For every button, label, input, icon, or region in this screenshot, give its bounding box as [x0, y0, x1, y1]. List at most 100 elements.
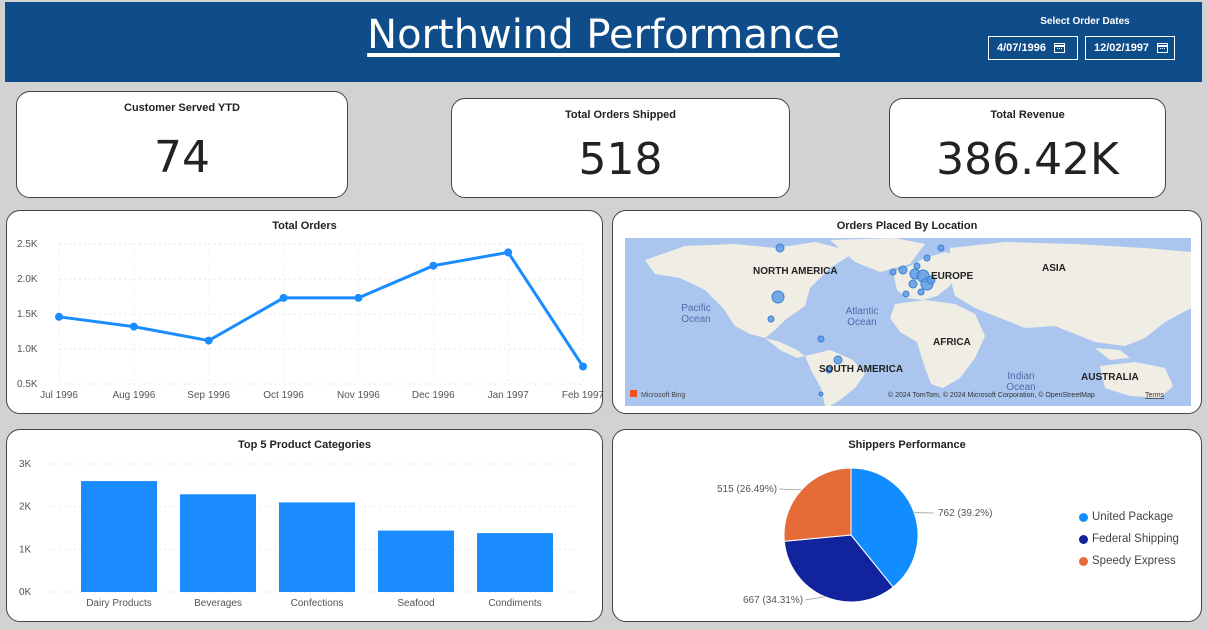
pie-data-label: 667 (34.31%): [743, 595, 803, 606]
map-terms-link[interactable]: Terms: [1145, 392, 1165, 399]
x-tick-label: Dairy Products: [86, 598, 152, 609]
map-label-south-america: SOUTH AMERICA: [819, 364, 903, 375]
map-bubble[interactable]: [908, 279, 918, 289]
line-point[interactable]: [429, 261, 438, 270]
pie-slice[interactable]: [783, 467, 852, 542]
map-bubble[interactable]: [923, 254, 931, 262]
world-map[interactable]: NORTH AMERICA EUROPE ASIA AFRICA SOUTH A…: [625, 238, 1191, 406]
y-tick-label: 1K: [19, 544, 32, 555]
x-tick-label: Seafood: [397, 598, 434, 609]
line-point[interactable]: [279, 293, 288, 302]
category-bar[interactable]: [477, 533, 553, 592]
y-tick-label: 2.5K: [17, 239, 38, 250]
y-tick-label: 3K: [19, 459, 32, 470]
legend-color-dot: [1079, 556, 1088, 566]
line-point[interactable]: [129, 322, 138, 331]
order-bubbles[interactable]: [767, 243, 945, 397]
land-indonesia: [1095, 348, 1130, 360]
product-categories-panel[interactable]: Top 5 Product Categories 0K 1K 2K 3K Dairy P…: [6, 429, 603, 622]
legend-item[interactable]: Speedy Express: [1079, 550, 1179, 572]
legend-label: Speedy Express: [1092, 555, 1176, 567]
date-filter-caption: Select Order Dates: [1040, 16, 1130, 27]
map-label-asia: ASIA: [1042, 263, 1066, 274]
land-africa: [890, 300, 985, 388]
category-bar[interactable]: [81, 481, 157, 592]
product-categories-chart[interactable]: 0K 1K 2K 3K Dairy Products Beverages Confectio…: [7, 430, 604, 623]
line-point[interactable]: [204, 336, 213, 345]
map-bubble[interactable]: [926, 275, 936, 285]
x-tick-label: Aug 1996: [112, 390, 155, 401]
map-bubble[interactable]: [825, 366, 833, 374]
total-orders-panel[interactable]: Total Orders 0.5K 1.0K 1.5K 2.0K 2.5K Jul 199…: [6, 210, 604, 415]
pie-slice[interactable]: [850, 467, 919, 588]
map-bubble[interactable]: [818, 391, 824, 397]
kpi-card-revenue[interactable]: Total Revenue 386.42K: [889, 98, 1166, 198]
y-tick-label: 2K: [19, 502, 32, 513]
map-bubble[interactable]: [767, 315, 775, 323]
kpi-value: 74: [154, 132, 210, 183]
map-label-europe: EUROPE: [931, 271, 974, 282]
x-tick-label: Beverages: [194, 598, 242, 609]
total-orders-chart[interactable]: 0.5K 1.0K 1.5K 2.0K 2.5K Jul 1996 Aug 1996 Sep …: [7, 211, 604, 415]
legend-item[interactable]: United Package: [1079, 506, 1179, 528]
x-tick-label: Jul 1996: [40, 390, 78, 401]
total-orders-line[interactable]: [58, 250, 585, 368]
chart-title: Shippers Performance: [848, 439, 966, 451]
map-bubble[interactable]: [937, 244, 945, 252]
calendar-icon[interactable]: [1157, 43, 1169, 53]
map-bubble[interactable]: [917, 288, 925, 296]
kpi-value: 386.42K: [936, 134, 1119, 185]
shippers-legend: United Package Federal Shipping Speedy Exp…: [1079, 506, 1179, 572]
legend-label: Federal Shipping: [1092, 533, 1179, 545]
end-date-picker[interactable]: 12/02/1997: [1085, 36, 1175, 60]
land-greenland: [830, 238, 925, 272]
land-central-america: [765, 338, 805, 358]
category-bar[interactable]: [378, 530, 454, 592]
x-tick-label: Confections: [291, 598, 344, 609]
legend-color-dot: [1079, 534, 1088, 544]
map-bubble[interactable]: [817, 335, 825, 343]
x-tick-label: Feb 1997: [562, 390, 604, 401]
kpi-card-orders[interactable]: Total Orders Shipped 518: [451, 98, 790, 198]
calendar-icon[interactable]: [1053, 43, 1065, 53]
line-point[interactable]: [579, 362, 587, 371]
location-map-panel[interactable]: Orders Placed By Location: [612, 210, 1202, 414]
map-label-atlantic: Atlantic Ocean: [846, 306, 879, 328]
map-bubble[interactable]: [913, 262, 921, 270]
map-copyright: © 2024 TomTom, © 2024 Microsoft Corporat…: [888, 391, 1095, 399]
pie-data-label: 515 (26.49%): [717, 484, 777, 495]
land-australia: [1100, 362, 1173, 398]
category-bar[interactable]: [279, 502, 355, 592]
line-point[interactable]: [504, 248, 513, 257]
line-point[interactable]: [354, 293, 363, 302]
category-bar[interactable]: [180, 494, 256, 592]
dashboard-header: Northwind Performance Select Order Dates…: [5, 2, 1202, 82]
legend-color-dot: [1079, 512, 1088, 522]
shippers-panel[interactable]: Shippers Performance 762 (39.2%) 667 (34.…: [612, 429, 1202, 622]
y-tick-label: 0K: [19, 587, 32, 598]
kpi-label: Total Orders Shipped: [564, 109, 677, 121]
map-bubble[interactable]: [775, 243, 785, 253]
shippers-pie-chart[interactable]: 762 (39.2%) 667 (34.31%) 515 (26.49%): [613, 430, 1073, 623]
map-bubble[interactable]: [771, 290, 785, 304]
kpi-card-customers[interactable]: Customer Served YTD 74: [16, 91, 348, 198]
legend-item[interactable]: Federal Shipping: [1079, 528, 1179, 550]
kpi-label: Total Revenue: [990, 109, 1065, 121]
pie-slice[interactable]: [783, 534, 894, 603]
x-tick-label: Nov 1996: [337, 390, 380, 401]
map-bubble[interactable]: [889, 268, 897, 276]
x-tick-label: Dec 1996: [412, 390, 455, 401]
map-bubble[interactable]: [833, 355, 843, 365]
y-tick-label: 1.5K: [17, 309, 38, 320]
map-bubble[interactable]: [902, 290, 910, 298]
map-bubble[interactable]: [898, 265, 908, 275]
y-tick-label: 2.0K: [17, 274, 38, 285]
y-tick-label: 0.5K: [17, 379, 38, 390]
map-label-australia: AUSTRALIA: [1081, 372, 1139, 383]
start-date-picker[interactable]: 4/07/1996: [988, 36, 1078, 60]
start-date-value: 4/07/1996: [997, 42, 1046, 54]
line-point[interactable]: [55, 312, 63, 321]
x-tick-label: Oct 1996: [263, 390, 304, 401]
end-date-value: 12/02/1997: [1094, 42, 1150, 54]
page-title: Northwind Performance: [367, 12, 840, 58]
